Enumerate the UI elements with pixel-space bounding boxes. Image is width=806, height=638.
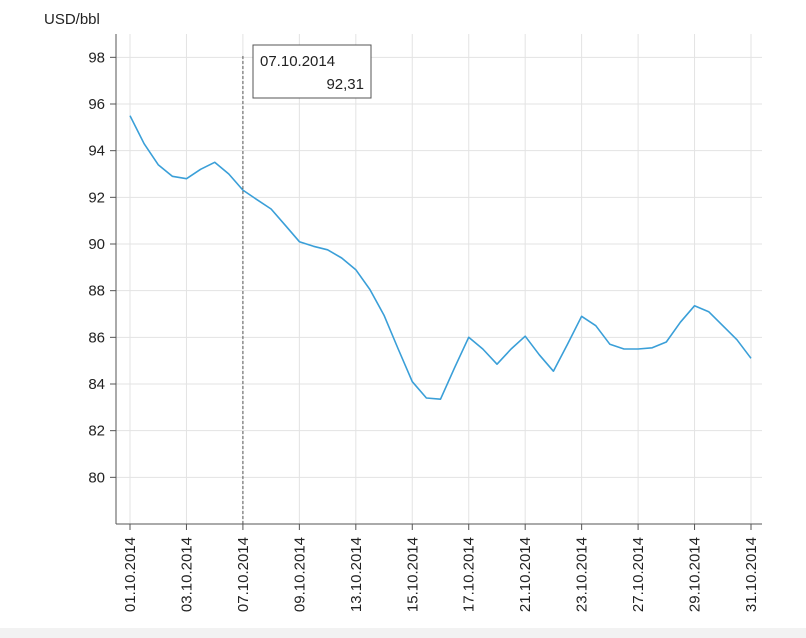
x-tick-label: 29.10.2014 [687,537,704,612]
y-axis-ticks: 80 82 84 86 88 90 92 94 96 98 [88,49,116,486]
y-tick-label: 98 [88,49,105,66]
bottom-strip [0,628,806,638]
x-tick-label: 17.10.2014 [461,537,478,612]
x-tick-label: 03.10.2014 [178,537,195,612]
x-tick-label: 07.10.2014 [235,537,252,612]
y-axis-unit-label: USD/bbl [44,11,100,28]
x-tick-label: 21.10.2014 [517,537,534,612]
y-tick-label: 84 [88,376,105,393]
x-tick-label: 27.10.2014 [630,537,647,612]
x-tick-label: 31.10.2014 [743,537,760,612]
series-line [129,115,752,401]
y-tick-label: 90 [88,236,105,253]
y-tick-label: 82 [88,423,105,440]
y-tick-label: 88 [88,283,105,300]
y-tick-label: 80 [88,469,105,486]
x-tick-label: 09.10.2014 [291,537,308,612]
grid [116,34,762,524]
tooltip-box [252,44,372,99]
x-axis-ticks: 01.10.2014 03.10.2014 07.10.2014 09.10.2014… [122,524,760,612]
tooltip-date: 07.10.2014 [260,53,335,70]
y-tick-label: 86 [88,329,105,346]
x-tick-label: 15.10.2014 [404,537,421,612]
y-tick-label: 96 [88,96,105,113]
y-tick-label: 94 [88,143,105,160]
y-tick-label: 92 [88,189,105,206]
tooltip: 07.10.2014 92,31 [252,44,372,99]
tooltip-value: 92,31 [326,76,364,93]
x-tick-label: 13.10.2014 [348,537,365,612]
x-tick-label: 23.10.2014 [574,537,591,612]
axes [115,34,762,525]
series-layer [129,115,752,401]
x-tick-label: 01.10.2014 [122,537,139,612]
